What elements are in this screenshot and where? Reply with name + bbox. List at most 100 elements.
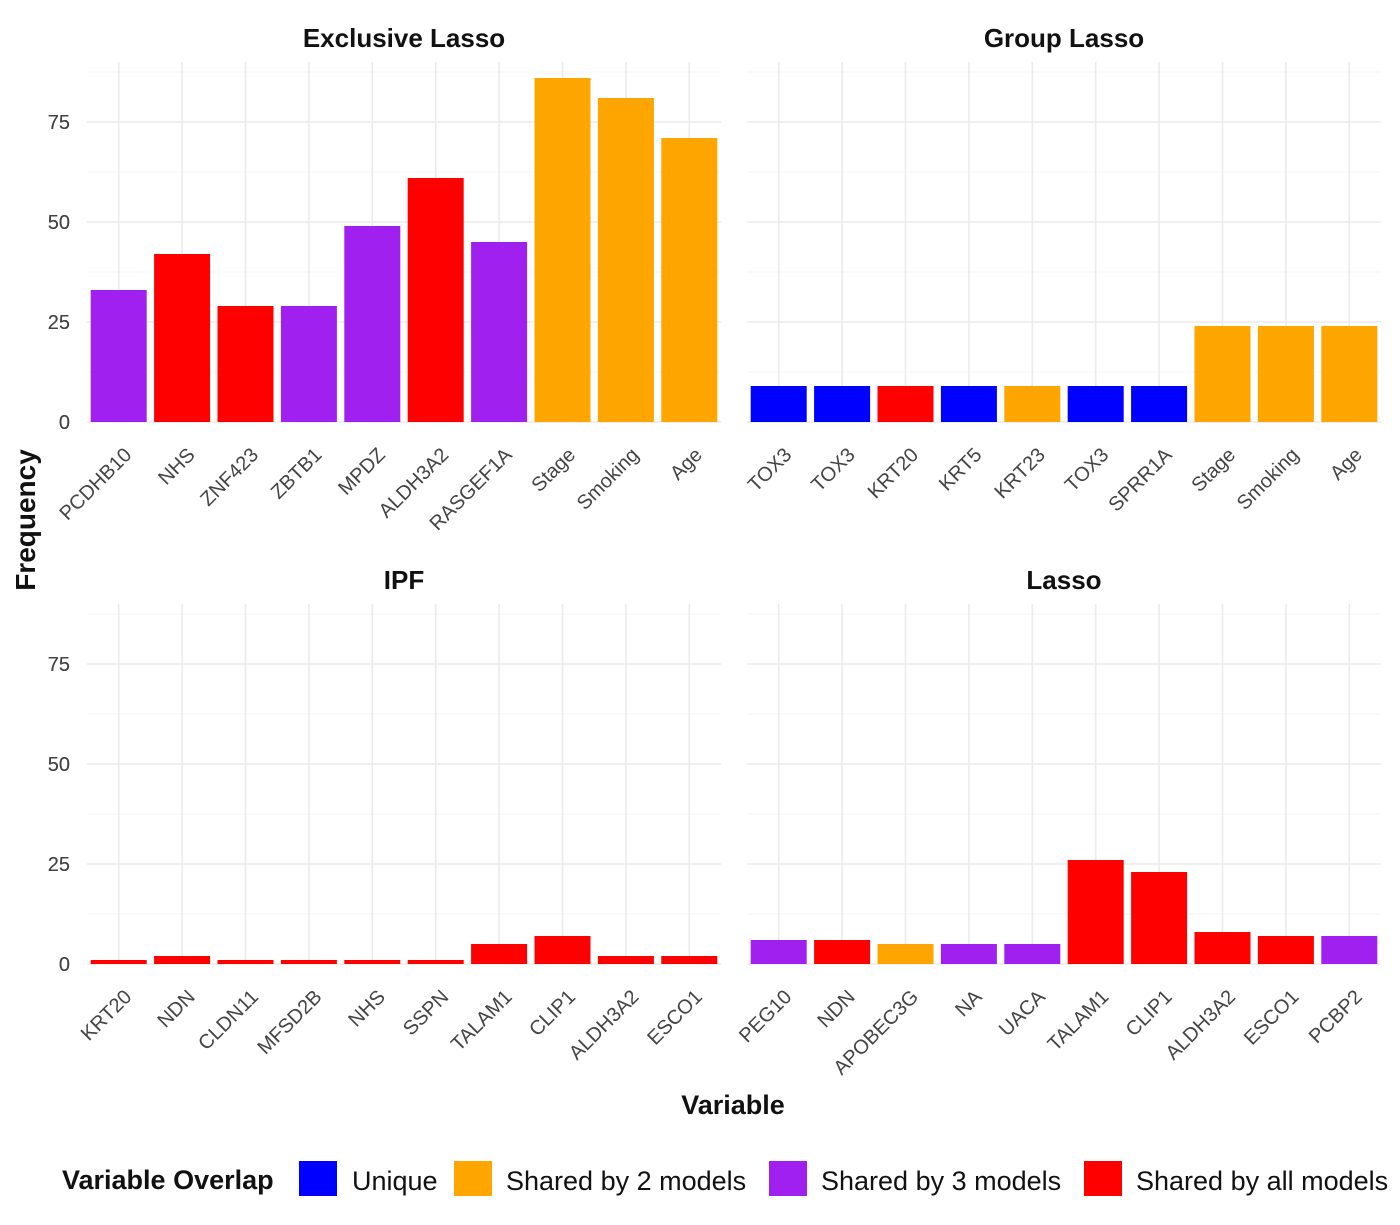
legend-label: Unique: [352, 1166, 438, 1196]
bar: [154, 254, 211, 422]
panel-title: IPF: [384, 565, 424, 595]
x-tick-label: MFSD2B: [254, 986, 327, 1059]
panel-title: Lasso: [1026, 565, 1101, 595]
bar: [814, 386, 871, 422]
bar: [877, 386, 934, 422]
y-tick-label: 0: [59, 412, 70, 434]
bar: [344, 960, 401, 964]
bar: [154, 956, 211, 964]
bar: [217, 306, 274, 422]
x-tick-label: Smoking: [1233, 444, 1304, 515]
y-tick-label: 0: [59, 412, 70, 434]
y-tick-label: 50: [48, 754, 70, 776]
y-tick-label: 50: [48, 754, 70, 776]
bar: [90, 290, 147, 422]
bar: [597, 956, 654, 964]
x-tick-label: Stage: [528, 444, 581, 497]
bar: [940, 944, 997, 964]
x-tick-label: CLDN11: [194, 986, 263, 1055]
y-tick-label: 50: [48, 212, 70, 234]
y-tick-label: 0: [59, 954, 70, 976]
x-tick-label: KRT5: [935, 444, 986, 495]
bar: [1067, 386, 1124, 422]
x-axis-title: Variable: [681, 1090, 785, 1120]
bar: [1321, 326, 1378, 422]
x-tick-label: Stage: [1188, 444, 1241, 497]
bar: [1194, 932, 1251, 964]
x-tick-label: ZNF423: [196, 444, 263, 511]
bar: [1194, 326, 1251, 422]
bar: [1257, 936, 1314, 964]
x-tick-label: ESCO1: [643, 986, 707, 1050]
bar: [534, 936, 591, 964]
bar: [661, 956, 718, 964]
bar: [217, 960, 274, 964]
bar: [534, 78, 591, 422]
x-tick-label: PCDHB10: [55, 444, 136, 525]
x-tick-label: TOX3: [807, 444, 859, 496]
bar: [1004, 386, 1061, 422]
x-tick-label: MPDZ: [334, 444, 390, 500]
bar: [814, 940, 871, 964]
x-tick-label: Age: [666, 444, 707, 485]
bar: [90, 960, 147, 964]
x-tick-label: ALDH3A2: [1162, 986, 1240, 1064]
bar: [1131, 872, 1188, 964]
x-tick-label: TALAM1: [447, 986, 517, 1056]
y-tick-label: 75: [48, 654, 70, 676]
x-tick-label: TOX3: [1061, 444, 1113, 496]
x-tick-label: Age: [1326, 444, 1367, 485]
bar: [1004, 944, 1061, 964]
x-tick-label: KRT20: [77, 986, 136, 1045]
legend-label: Shared by 2 models: [506, 1166, 746, 1196]
bar: [344, 226, 401, 422]
legend-title: Variable Overlap: [62, 1165, 274, 1195]
panel-title: Exclusive Lasso: [303, 23, 505, 53]
bar: [1067, 860, 1124, 964]
y-tick-label: 75: [48, 654, 70, 676]
y-axis-title: Frequency: [10, 449, 41, 591]
bar: [1257, 326, 1314, 422]
x-tick-label: NDN: [153, 986, 199, 1032]
y-tick-label: 50: [48, 212, 70, 234]
y-tick-label: 75: [48, 112, 70, 134]
grid-layer: [87, 62, 1381, 965]
bar: [597, 98, 654, 422]
x-tick-label: CLIP1: [1122, 986, 1177, 1041]
x-tick-label: NHS: [154, 444, 199, 489]
x-tick-label: ZBTB1: [267, 444, 327, 504]
bar: [750, 940, 807, 964]
bar: [471, 944, 528, 964]
legend-label: Shared by 3 models: [821, 1166, 1061, 1196]
bar: [661, 138, 718, 422]
x-tick-label: TOX3: [744, 444, 796, 496]
bar: [407, 960, 464, 964]
x-tick-label: NDN: [813, 986, 859, 1032]
x-tick-label: PEG10: [735, 986, 796, 1047]
x-tick-label: ESCO1: [1240, 986, 1304, 1050]
bar: [940, 386, 997, 422]
x-tick-label: UACA: [995, 986, 1050, 1041]
x-tick-label: KRT23: [991, 444, 1050, 503]
x-tick-label: NA: [951, 986, 987, 1022]
panel-title: Group Lasso: [984, 23, 1144, 53]
bar: [280, 960, 337, 964]
legend-key: [1084, 1161, 1122, 1196]
bar-layer: [90, 78, 1378, 964]
y-tick-label: 25: [48, 312, 70, 334]
x-tick-label: CLIP1: [525, 986, 580, 1041]
x-tick-label: Smoking: [573, 444, 644, 515]
bar: [877, 944, 934, 964]
x-tick-label: SSPN: [399, 986, 453, 1040]
legend-key: [454, 1161, 492, 1196]
x-tick-label: KRT20: [864, 444, 923, 503]
bar: [750, 386, 807, 422]
bar: [1131, 386, 1188, 422]
y-tick-label: 0: [59, 954, 70, 976]
x-tick-label: PCBP2: [1305, 986, 1367, 1048]
x-tick-label: SPRR1A: [1104, 444, 1177, 517]
x-tick-label: ALDH3A2: [565, 986, 643, 1064]
x-tick-label: NHS: [344, 986, 389, 1031]
x-tick-label: TALAM1: [1044, 986, 1114, 1056]
bar: [407, 178, 464, 422]
